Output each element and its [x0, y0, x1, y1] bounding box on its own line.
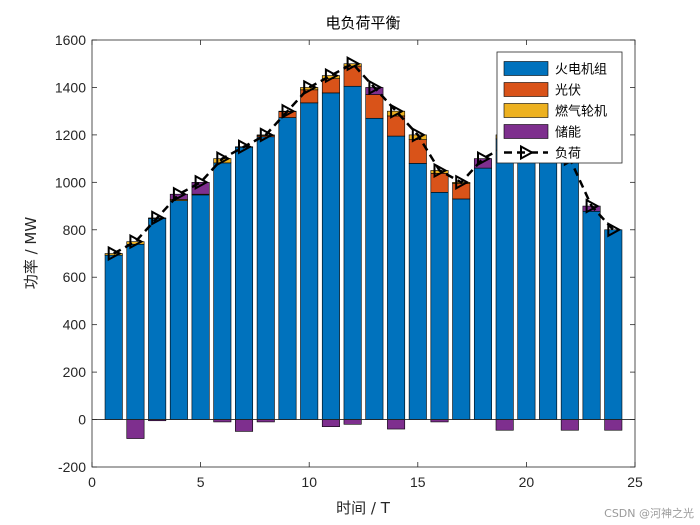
chart-title: 电负荷平衡	[325, 14, 400, 32]
bar-segment-0	[560, 159, 579, 420]
load-marker	[368, 79, 383, 96]
y-tick-label: 1400	[55, 79, 86, 95]
x-tick-label: 15	[410, 474, 426, 490]
y-tick-label: 1200	[55, 127, 86, 143]
y-tick-label: 800	[63, 222, 87, 238]
bar-segment-3	[191, 182, 210, 195]
bar-segment-0	[235, 146, 254, 420]
x-tick-label: 5	[197, 474, 205, 490]
x-tick-label: 20	[519, 474, 535, 490]
bar-segment-3	[387, 419, 406, 430]
x-tick-label: 10	[301, 474, 317, 490]
load-marker	[129, 233, 144, 250]
load-marker	[107, 245, 122, 262]
load-line	[113, 62, 615, 255]
bar-segment-3	[343, 419, 362, 425]
legend-swatch	[503, 124, 549, 139]
load-marker	[607, 222, 622, 238]
load-marker	[238, 139, 253, 155]
bar-segment-0	[430, 192, 449, 420]
legend-label: 负荷	[555, 147, 581, 162]
bar-segment-0	[582, 210, 601, 420]
legend-swatch	[503, 82, 549, 97]
bar-segment-0	[256, 136, 275, 420]
load-marker	[585, 198, 600, 214]
y-tick-label: 1600	[55, 32, 86, 48]
bar-segment-0	[104, 254, 123, 420]
bar-segment-3	[604, 419, 623, 431]
load-marker	[194, 174, 209, 190]
y-tick-label: 400	[63, 317, 87, 333]
bar-segment-0	[387, 135, 406, 420]
bar-segment-0	[343, 85, 362, 420]
load-marker	[477, 150, 492, 167]
bar-segment-3	[560, 419, 579, 431]
load-marker	[390, 103, 405, 119]
y-tick-label: 200	[63, 364, 87, 380]
y-axis-label: 功率 / MW	[22, 217, 40, 290]
y-tick-label: -200	[58, 459, 86, 475]
x-tick-label: 25	[627, 474, 643, 490]
bar-segment-0	[452, 198, 471, 420]
bar-segment-0	[213, 162, 232, 420]
bar-segment-0	[539, 158, 558, 420]
legend-label: 火电机组	[555, 63, 607, 78]
bar-segment-1	[430, 173, 449, 193]
bar-segment-0	[169, 200, 188, 420]
x-axis-ticks: 0 5 10 15 20 25	[88, 40, 643, 490]
bar-segment-0	[473, 167, 492, 420]
bar-segment-3	[495, 419, 514, 431]
bar-segment-0	[604, 229, 623, 420]
load-marker	[172, 186, 187, 202]
load-marker	[346, 56, 361, 72]
y-tick-label: 600	[63, 269, 87, 285]
load-marker	[259, 127, 274, 143]
load-marker	[411, 127, 426, 143]
watermark: CSDN @河神之光	[604, 507, 694, 520]
bar-segment-1	[365, 94, 384, 119]
y-axis-ticks: -200 0 200 400 600 800 1000 1200 1400 1600	[55, 32, 635, 475]
legend-swatch	[503, 103, 549, 118]
load-marker	[303, 79, 318, 96]
legend-swatch	[503, 61, 549, 76]
bar-segment-3	[126, 419, 145, 439]
bar-segment-0	[517, 146, 536, 420]
y-tick-label: 0	[78, 412, 86, 428]
legend-label: 光伏	[555, 84, 581, 99]
bar-segment-0	[278, 117, 297, 420]
bar-segment-3	[473, 158, 492, 169]
legend-load-marker	[520, 144, 535, 161]
load-marker	[151, 210, 166, 226]
bar-segment-0	[321, 92, 340, 420]
legend-label: 储能	[555, 126, 581, 141]
bar-segment-0	[365, 117, 384, 420]
x-axis-label: 时间 / T	[336, 499, 391, 517]
bar-segment-1	[321, 78, 340, 94]
bar-segment-0	[408, 163, 427, 420]
bar-segment-0	[126, 243, 145, 420]
legend-label: 燃气轮机	[555, 104, 607, 120]
bar-segment-0	[148, 218, 167, 420]
load-marker	[433, 162, 448, 179]
bar-segment-3	[235, 419, 254, 432]
bar-segment-0	[191, 194, 210, 420]
x-tick-label: 0	[88, 474, 96, 490]
bar-segment-0	[300, 102, 319, 420]
load-marker	[281, 103, 296, 119]
load-marker	[324, 67, 339, 84]
load-marker	[455, 174, 470, 190]
bar-segment-0	[495, 138, 514, 420]
plot-frame	[91, 39, 636, 468]
bar-segment-3	[321, 419, 340, 427]
y-tick-label: 1000	[55, 174, 86, 190]
load-marker	[216, 150, 231, 167]
